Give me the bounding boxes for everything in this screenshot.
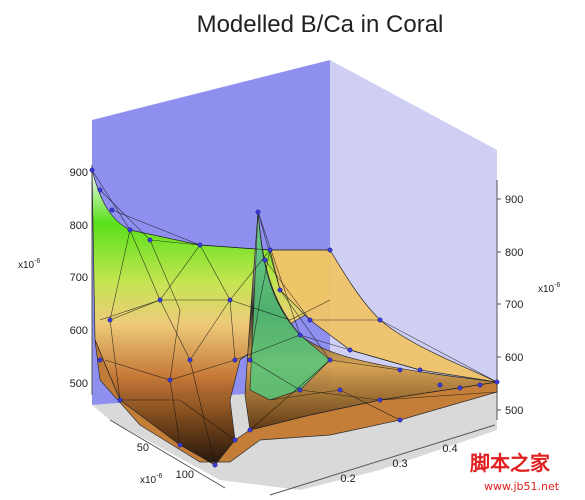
surface-node xyxy=(197,242,203,248)
surface-node xyxy=(267,247,273,253)
z-left-tick-label: 800 xyxy=(70,220,88,232)
surface-node xyxy=(212,462,218,468)
surface-node xyxy=(247,357,253,363)
surface-node xyxy=(227,297,233,303)
surface-node xyxy=(397,417,403,423)
surface-node xyxy=(417,367,423,373)
x-tick-label: 0.4 xyxy=(442,443,457,455)
surface-node xyxy=(337,387,343,393)
surface-node xyxy=(177,442,183,448)
surface-node xyxy=(437,382,443,388)
surface-node xyxy=(232,357,238,363)
surface-node xyxy=(157,297,163,303)
surface-node xyxy=(377,317,383,323)
surface-node xyxy=(89,167,95,173)
surface-node xyxy=(97,187,103,193)
surface-node xyxy=(457,385,463,391)
x-tick-label: 0.3 xyxy=(392,458,407,470)
surface-node xyxy=(247,427,253,433)
y-tick-label: 100 xyxy=(176,469,194,481)
surface-ridge-front xyxy=(249,211,331,401)
surface-node xyxy=(347,347,353,353)
surface-node xyxy=(397,367,403,373)
z-right-tick-label: 500 xyxy=(505,405,523,417)
surface-node xyxy=(127,227,133,233)
watermark-main: 脚本之家 xyxy=(470,451,551,475)
surface-node xyxy=(117,397,123,403)
surface-node xyxy=(494,379,500,385)
z-axis-right: 900 800 700 600 500 xyxy=(497,194,523,417)
z-left-tick-label: 600 xyxy=(70,325,88,337)
surface-node xyxy=(377,397,383,403)
z-left-tick-label: 700 xyxy=(70,272,88,284)
back-wall-right xyxy=(330,60,497,388)
x-axis: 0.2 0.3 0.4 xyxy=(340,443,457,485)
z-axis-left: 900 800 700 600 500 xyxy=(70,167,88,390)
surface-node xyxy=(187,357,193,363)
chart-title: Modelled B/Ca in Coral xyxy=(197,11,444,38)
surface-node xyxy=(107,317,113,323)
z-right-tick-label: 800 xyxy=(505,247,523,259)
surface-node xyxy=(167,377,173,383)
surface-trough xyxy=(94,339,498,466)
surface-node xyxy=(97,357,103,363)
y-axis-line xyxy=(109,419,226,489)
surface-node xyxy=(297,387,303,393)
surface-node xyxy=(297,332,303,338)
z-right-tick-label: 600 xyxy=(505,352,523,364)
surface-node xyxy=(277,287,283,293)
y-tick-label: 50 xyxy=(137,442,149,454)
surface-node xyxy=(327,357,333,363)
surface-nodes xyxy=(89,167,500,468)
x-axis-line xyxy=(269,424,496,496)
surface-node xyxy=(327,247,333,253)
z-axis-left-multiplier: x10-6 xyxy=(18,258,40,271)
z-left-tick-label: 500 xyxy=(70,378,88,390)
z-axis-right-multiplier: x10-6 xyxy=(538,282,560,295)
surface-node xyxy=(255,209,261,215)
watermark-sub: www.jb51.net xyxy=(484,480,560,493)
z-right-tick-label: 900 xyxy=(505,194,523,206)
surface-node xyxy=(262,257,268,263)
surface-node xyxy=(307,317,313,323)
y-axis: 50 100 xyxy=(137,442,194,481)
surface-node xyxy=(232,437,238,443)
z-left-tick-label: 900 xyxy=(70,167,88,179)
z-right-tick-label: 700 xyxy=(505,299,523,311)
surface-node xyxy=(147,237,153,243)
surface-node xyxy=(109,207,115,213)
surface-node xyxy=(477,382,483,388)
x-tick-label: 0.2 xyxy=(340,473,355,485)
y-axis-multiplier: x10-6 xyxy=(140,473,162,486)
